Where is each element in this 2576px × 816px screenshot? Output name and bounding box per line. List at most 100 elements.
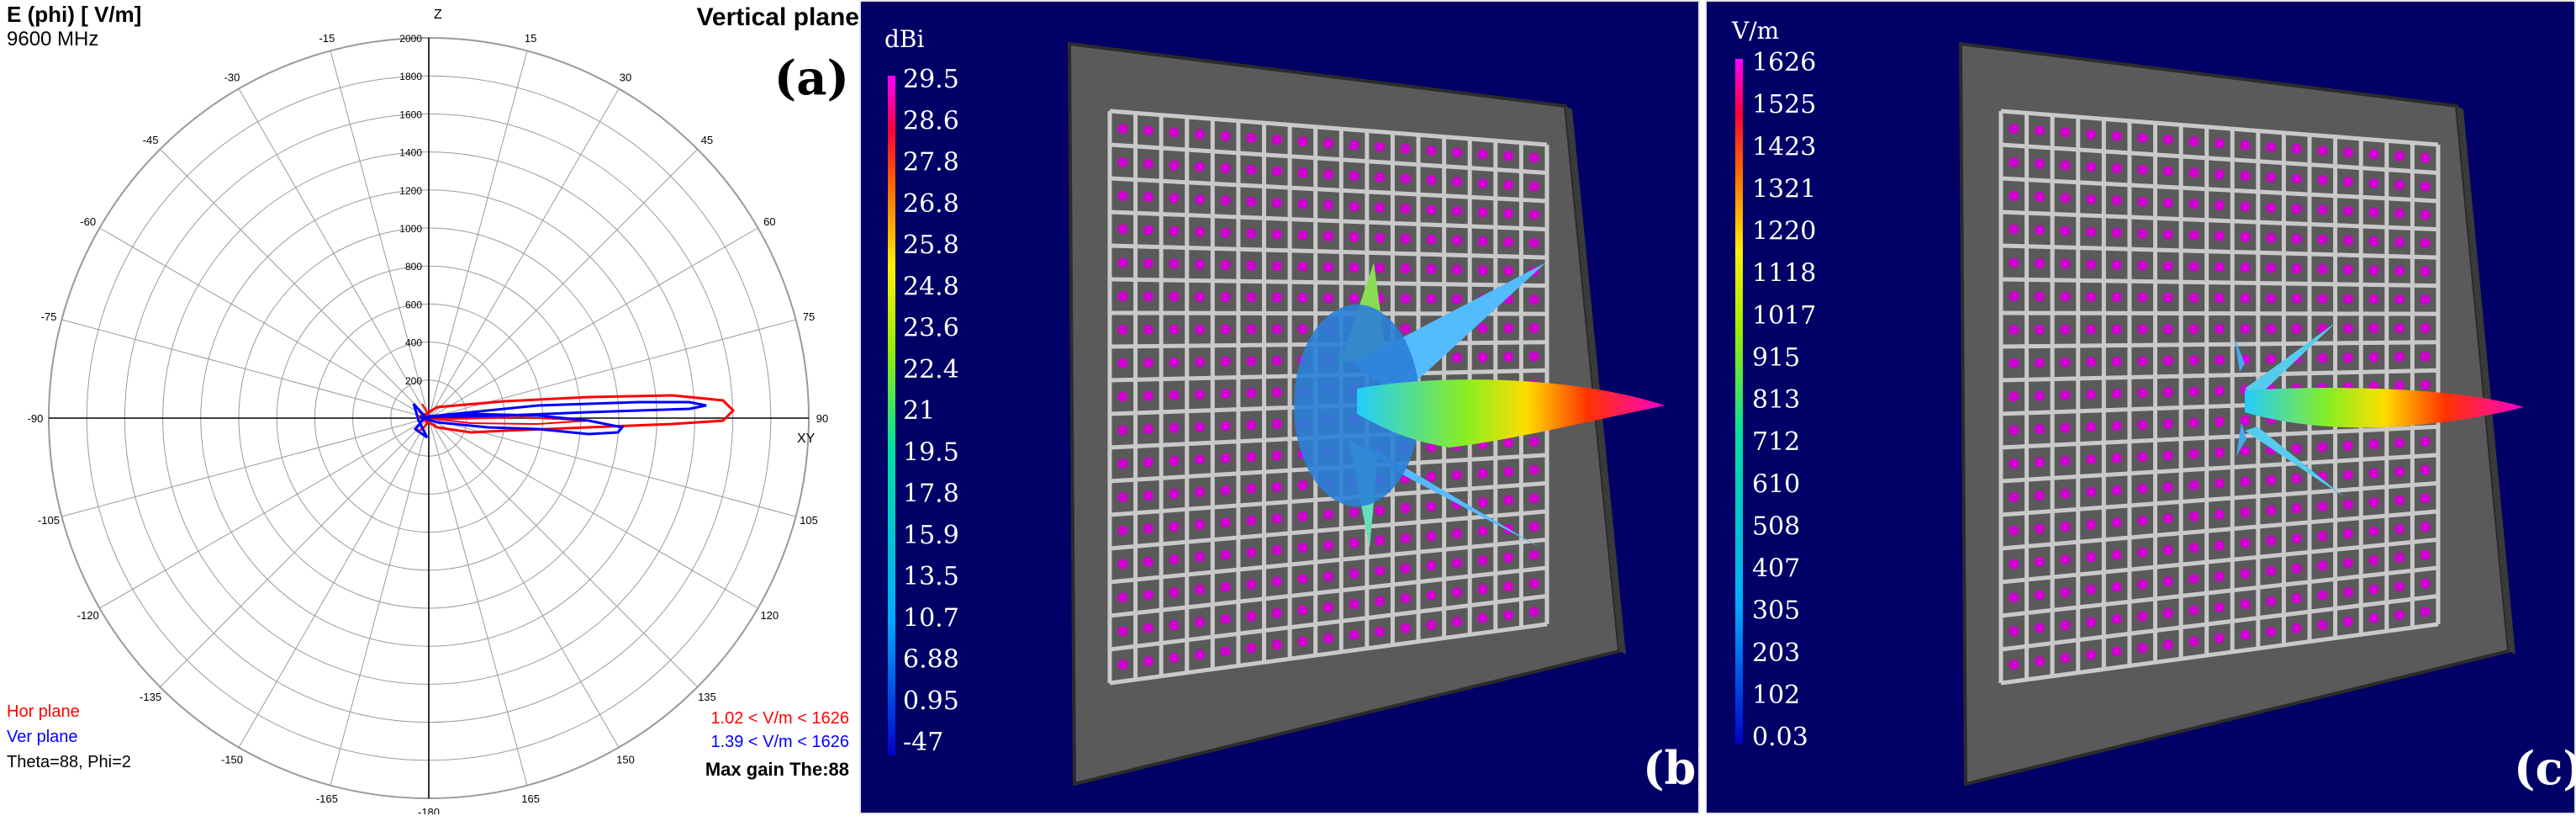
radiating-element [2394,380,2405,391]
radiating-element [1143,225,1153,236]
radiating-element [1271,450,1282,461]
radiating-element [1297,167,1308,178]
radiating-element [1477,555,1488,566]
radiating-element [1220,356,1231,367]
colorbar-tick-label: 22.4 [903,355,959,384]
colorbar-tick-label: 15.9 [903,521,959,550]
angle-label: -30 [224,72,240,84]
radiating-element [2137,228,2148,239]
radiating-element [1195,649,1206,660]
radiating-element [2188,199,2199,209]
hor-range-readout: 1.02 < V/m < 1626 [710,709,849,728]
radiating-element [1143,291,1153,302]
radiating-element [2291,503,2302,514]
radiating-element [2240,599,2251,610]
grid-bar [1109,509,1548,551]
radiating-element [1477,178,1488,188]
radiating-element [2111,549,2122,560]
radiating-element [2266,262,2277,273]
radiating-element [1169,389,1180,400]
radiating-element [1349,568,1359,579]
radiating-element [2368,236,2379,246]
radiating-element [2086,226,2097,237]
radiating-element [1323,571,1333,582]
radiating-element [2394,208,2405,219]
radial-label: 1600 [399,109,422,120]
radiating-element [2342,264,2353,275]
radiating-element [1375,141,1386,152]
radiating-element [1271,513,1282,524]
radiating-element [1297,230,1308,241]
radiating-element [1323,199,1333,210]
radiating-element [2086,649,2097,660]
radiating-element [2342,558,2353,569]
radiating-element [1503,552,1514,563]
radiating-element [1246,547,1257,558]
radiating-element [2009,626,2019,637]
radiating-element [1220,581,1231,592]
radiating-element [2086,617,2097,628]
grid-bar [2000,109,2439,147]
radiating-element [2034,490,2045,501]
radiating-element [2060,225,2071,236]
grid-bar [1109,593,1548,652]
radiating-element [1220,324,1231,335]
radiating-element [1400,533,1411,543]
radiating-element [2317,175,2328,186]
radiating-element [1323,509,1333,520]
radiating-element [2214,540,2225,551]
radiating-element [2317,204,2328,215]
radiating-element [1503,179,1514,190]
radiating-element [2342,205,2353,216]
radiating-element [1503,352,1514,363]
radiating-element [1143,324,1153,335]
radiating-element [1143,523,1153,534]
board-edge [2457,106,2515,654]
radiating-element [1143,125,1153,136]
radiating-element [1375,565,1386,576]
radiating-element [1375,626,1386,637]
colorbar-tick-label: 407 [1752,554,1800,584]
radiating-element [2291,263,2302,274]
grid-bar [2000,310,2439,316]
radiation-pattern [1294,262,1665,548]
radiating-element [1349,201,1359,212]
radiating-element [2137,388,2148,399]
radiating-element [2162,229,2173,240]
radiating-element [1528,493,1539,504]
radiating-element [1117,291,1128,302]
radiating-element [2034,523,2045,534]
radiating-element [1195,519,1206,530]
radiating-element [1375,232,1386,243]
radiating-element [2266,474,2277,485]
radiating-element [2188,230,2199,241]
radiating-element [1477,613,1488,624]
radiating-element [2060,521,2071,532]
radiating-element [1503,208,1514,219]
radiating-element [2009,156,2019,167]
radiating-element [1451,264,1462,275]
radiating-element [1477,207,1488,218]
radiating-element [2420,181,2431,192]
radiating-element [2188,417,2199,428]
radiating-element [1349,231,1359,242]
radiating-element [1246,196,1257,207]
radiating-element [1503,236,1514,247]
colorbar-tick-label: 10.7 [903,603,959,633]
radiating-element [2342,323,2353,334]
radiating-element [1271,166,1282,177]
radiating-element [1528,578,1539,589]
radiating-element [1400,204,1411,215]
radiating-element [2137,483,2148,494]
array-grid [1998,109,2441,686]
radiating-element [2214,633,2225,644]
radiating-element [2009,491,2019,502]
radiating-element [2111,324,2122,335]
radiating-element [1169,620,1180,631]
radial-label: 800 [405,261,422,273]
radiating-element [2420,522,2431,533]
radiating-element [1297,136,1308,147]
radiating-element [2368,294,2379,305]
radiating-element [2291,293,2302,304]
radiating-element [1271,198,1282,209]
